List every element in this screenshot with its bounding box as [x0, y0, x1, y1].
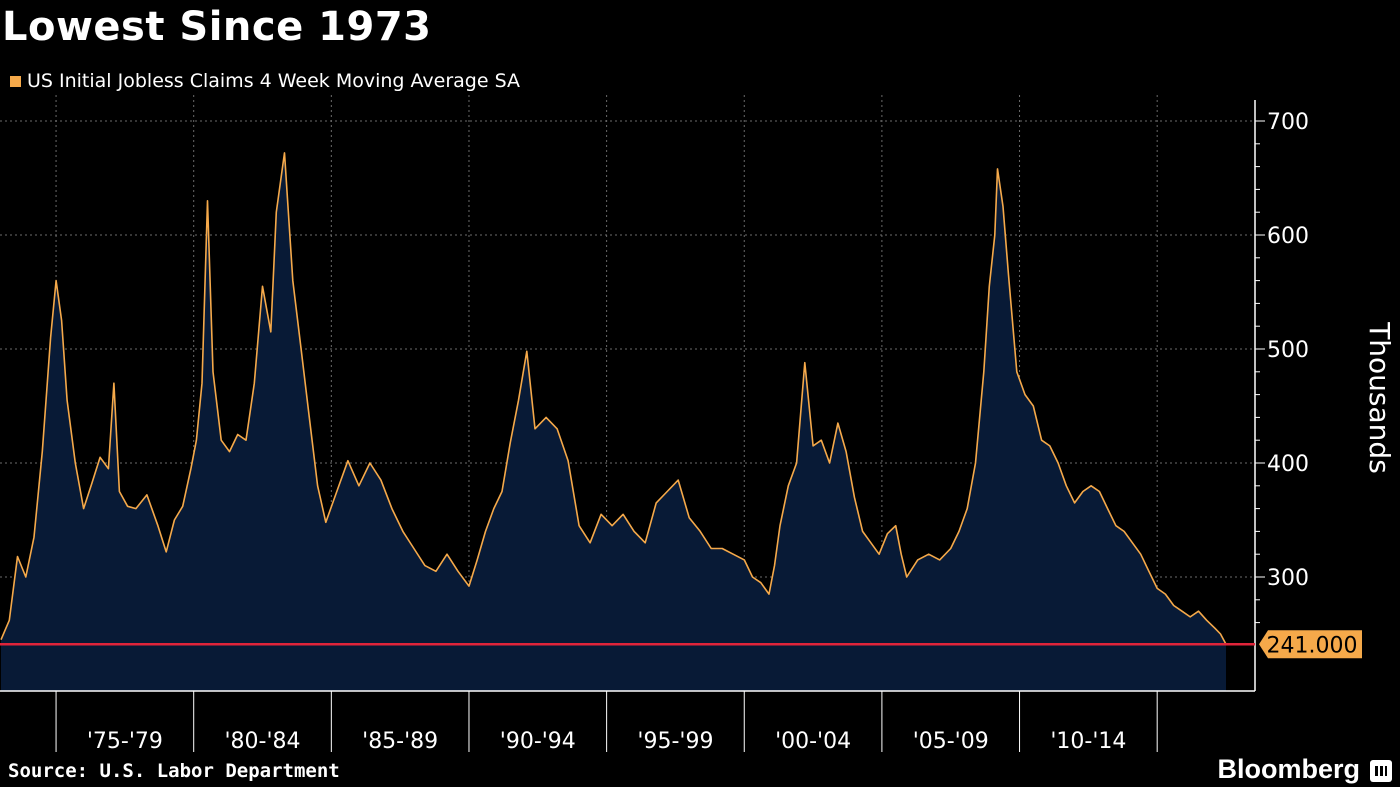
brand-logo: Bloomberg	[1217, 754, 1360, 784]
y-tick-label: 600	[1267, 224, 1309, 249]
value-callout-label: 241.000	[1267, 633, 1358, 658]
source-note: Source: U.S. Labor Department	[8, 760, 340, 782]
x-tick-label: '85-'89	[362, 729, 438, 754]
legend-label: US Initial Jobless Claims 4 Week Moving …	[27, 70, 521, 92]
y-tick-label: 400	[1267, 452, 1309, 477]
x-tick-label: '05-'09	[913, 729, 989, 754]
y-axis-title: Thousands	[1363, 321, 1396, 474]
series-area	[1, 152, 1226, 691]
chart-legend: US Initial Jobless Claims 4 Week Moving …	[10, 70, 520, 92]
y-tick-label: 700	[1267, 110, 1309, 135]
x-tick-label: '90-'94	[500, 729, 576, 754]
value-callout-box	[1259, 630, 1362, 659]
chart-title: Lowest Since 1973	[2, 4, 432, 50]
series-line	[0, 152, 1227, 645]
legend-swatch	[10, 75, 21, 87]
bloomberg-terminal-icon	[1370, 760, 1392, 782]
x-tick-label: '80-'84	[225, 729, 301, 754]
x-tick-label: '10-'14	[1050, 729, 1126, 754]
x-tick-label: '75-'79	[87, 729, 163, 754]
x-tick-label: '00-'04	[775, 729, 851, 754]
x-tick-label: '95-'99	[637, 729, 713, 754]
y-tick-label: 300	[1267, 566, 1309, 591]
y-tick-label: 500	[1267, 338, 1309, 363]
